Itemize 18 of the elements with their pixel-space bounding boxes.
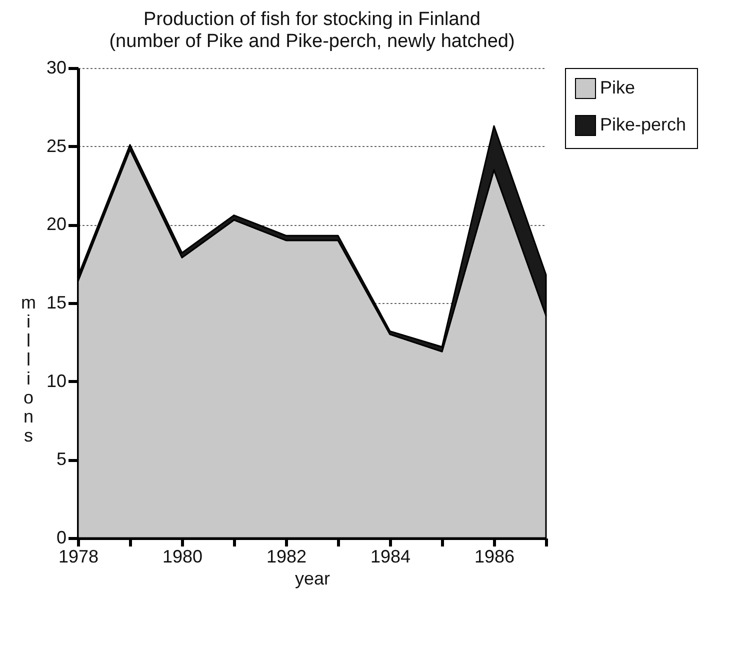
- y-tick-label: 25: [46, 136, 66, 156]
- x-tick-label: 1980: [162, 546, 203, 566]
- x-tick-label: 1984: [370, 546, 411, 566]
- x-tick-label: 1986: [474, 546, 515, 566]
- chart-subtitle: (number of Pike and Pike-perch, newly hatched): [109, 31, 515, 52]
- legend-label: Pike: [600, 78, 636, 98]
- y-tick-label: 30: [46, 58, 66, 78]
- y-tick-label: 10: [46, 370, 66, 391]
- y-tick-label: 20: [46, 214, 66, 234]
- chart-title: Production of fish for stocking in Finland: [144, 9, 480, 30]
- x-axis-title: year: [294, 568, 330, 588]
- x-tick-label: 1978: [58, 546, 99, 566]
- legend-label: Pike-perch: [600, 114, 686, 134]
- y-tick-label: 5: [56, 449, 66, 470]
- x-tick-label: 1982: [266, 546, 307, 566]
- y-tick-label: 0: [56, 528, 66, 548]
- y-axis-title: millions: [21, 292, 36, 446]
- y-tick-label: 15: [46, 292, 66, 312]
